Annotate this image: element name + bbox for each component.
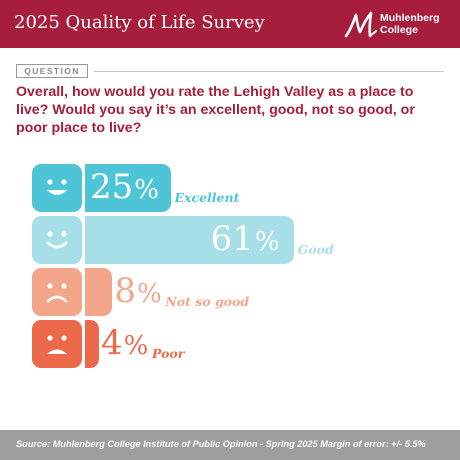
bar-poor — [85, 320, 99, 368]
value-label-good: 61% — [210, 219, 280, 259]
value-label-poor: 4% — [101, 323, 149, 363]
bar-not-so-good — [85, 268, 113, 316]
category-label-good: Good — [297, 242, 334, 257]
muhlenberg-logo-icon — [344, 11, 377, 38]
header-bar: 2025 Quality of Life Survey Muhlenberg C… — [0, 0, 460, 48]
bar-excellent — [85, 164, 171, 212]
logo-line-2: College — [380, 24, 418, 36]
college-logo: Muhlenberg College — [344, 9, 448, 39]
smile-face-icon — [32, 216, 82, 264]
category-label-not-so-good: Not so good — [165, 294, 250, 309]
page-title: 2025 Quality of Life Survey — [14, 12, 265, 33]
value-label-not-so-good: 8% — [114, 271, 162, 311]
sad-face-icon — [32, 320, 82, 368]
happy-face-icon — [32, 164, 82, 212]
source-note: Source: Muhlenberg College Institute of … — [16, 439, 426, 449]
logo-line-1: Muhlenberg — [380, 12, 440, 24]
question-text: Overall, how would you rate the Lehigh V… — [16, 84, 415, 136]
category-label-poor: Poor — [152, 346, 185, 361]
logo-wordmark: Muhlenberg College — [380, 12, 440, 36]
question-tag: QUESTION — [16, 64, 88, 78]
category-label-excellent: Excellent — [174, 190, 240, 205]
footer-bar: Source: Muhlenberg College Institute of … — [0, 430, 460, 460]
bar-good — [85, 216, 294, 264]
rating-bar-chart: 25% Excellent 61% Good 8% Not so good 4% Poor — [0, 160, 460, 375]
value-label-excellent: 25% — [90, 167, 159, 207]
question-divider — [94, 71, 444, 72]
frown-face-icon — [32, 268, 82, 316]
